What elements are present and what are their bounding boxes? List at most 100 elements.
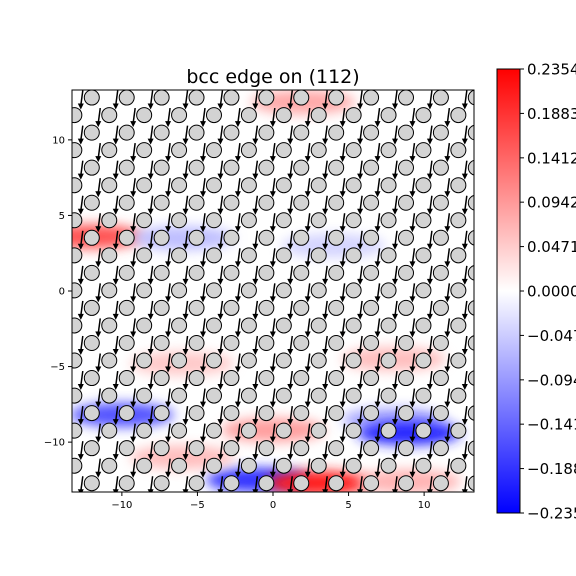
atom-marker: [363, 405, 380, 422]
arrow-head: [409, 226, 416, 233]
atom-marker: [293, 124, 310, 141]
atom-marker: [450, 142, 467, 159]
atom-marker: [118, 229, 135, 246]
arrow-head: [409, 296, 416, 303]
atom-marker: [171, 142, 188, 159]
atom-marker: [72, 457, 83, 474]
displacement-arrow: [464, 300, 468, 317]
arrow-head: [287, 489, 294, 492]
arrow-head: [339, 331, 346, 338]
field-blob: [266, 470, 371, 492]
atom-marker: [397, 264, 414, 281]
atom-marker: [240, 177, 257, 194]
atom-marker: [310, 422, 327, 439]
arrow-head: [95, 191, 102, 198]
arrow-head: [479, 507, 485, 513]
arrow-head: [426, 103, 433, 110]
displacement-arrow: [46, 161, 48, 176]
displacement-arrow: [114, 335, 119, 352]
displacement-arrow: [114, 195, 119, 211]
arrow-head: [199, 471, 206, 478]
atom-marker: [136, 142, 153, 159]
displacement-arrow: [446, 107, 451, 124]
displacement-arrow: [411, 143, 416, 159]
displacement-arrow: [202, 178, 206, 194]
displacement-arrow: [272, 353, 276, 369]
displacement-arrow: [202, 107, 206, 124]
displacement-arrow: [324, 125, 328, 141]
displacement-arrow: [63, 248, 65, 263]
atom-marker: [450, 317, 467, 334]
arrow-head: [374, 401, 381, 408]
arrow-head: [391, 243, 398, 250]
atom-marker: [310, 352, 327, 369]
atom-marker: [432, 90, 449, 106]
atom-marker: [275, 422, 292, 439]
atom-marker: [380, 107, 397, 124]
arrow-head: [43, 174, 49, 180]
atom-marker: [432, 229, 449, 246]
displacement-arrow: [482, 213, 484, 228]
atom-marker: [467, 230, 474, 246]
displacement-arrow: [324, 195, 328, 211]
arrow-head: [147, 384, 154, 391]
displacement-arrow: [447, 494, 449, 509]
arrow-head: [479, 261, 485, 267]
atom-marker: [310, 317, 327, 334]
atom-marker: [467, 194, 474, 211]
displacement-arrow: [272, 248, 276, 264]
displacement-arrow: [63, 108, 65, 123]
arrow-head: [357, 419, 364, 426]
arrow-head: [112, 348, 119, 355]
arrow-head: [165, 401, 172, 408]
atom-marker: [432, 299, 449, 316]
colorbar-tick-label: −0.2354: [527, 505, 576, 523]
atom-marker: [223, 405, 240, 422]
displacement-arrow: [254, 476, 259, 492]
atom-marker: [188, 264, 205, 281]
atom-marker: [415, 247, 432, 264]
arrow-head: [112, 103, 119, 110]
arrow-head: [287, 384, 294, 391]
displacement-arrow: [114, 265, 119, 281]
atom-marker: [328, 194, 345, 211]
atom-marker: [153, 194, 170, 211]
displacement-arrow: [394, 441, 398, 457]
arrow-head: [252, 278, 259, 285]
displacement-arrow: [238, 494, 240, 509]
arrow-head: [461, 243, 468, 250]
atom-marker: [363, 90, 380, 106]
displacement-arrow: [376, 143, 381, 159]
arrow-head: [182, 243, 189, 250]
displacement-arrow: [394, 265, 398, 281]
arrow-head: [287, 313, 294, 320]
atom-marker: [258, 299, 275, 316]
displacement-arrow: [167, 318, 171, 334]
displacement-arrow: [80, 125, 84, 141]
displacement-arrow: [412, 494, 414, 509]
atom-marker: [223, 475, 240, 492]
displacement-arrow: [184, 300, 189, 317]
arrow-head: [60, 226, 66, 232]
atom-marker: [171, 387, 188, 404]
displacement-arrow: [482, 318, 484, 333]
displacement-arrow: [46, 266, 48, 281]
atom-marker: [397, 440, 414, 457]
arrow-head: [77, 454, 84, 461]
displacement-arrow: [429, 195, 433, 211]
arrow-head: [77, 419, 84, 426]
arrow-head: [43, 489, 49, 495]
arrow-head: [479, 191, 485, 197]
displacement-arrow: [167, 248, 171, 264]
atom-marker: [380, 177, 397, 194]
displacement-arrow: [394, 230, 398, 246]
displacement-arrow: [289, 406, 294, 422]
atom-marker: [363, 370, 380, 387]
atom-marker: [380, 247, 397, 264]
atom-marker: [240, 107, 257, 124]
displacement-arrow: [376, 423, 381, 439]
arrow-head: [287, 454, 294, 461]
displacement-arrow: [167, 283, 171, 299]
arrow-head: [60, 331, 66, 337]
